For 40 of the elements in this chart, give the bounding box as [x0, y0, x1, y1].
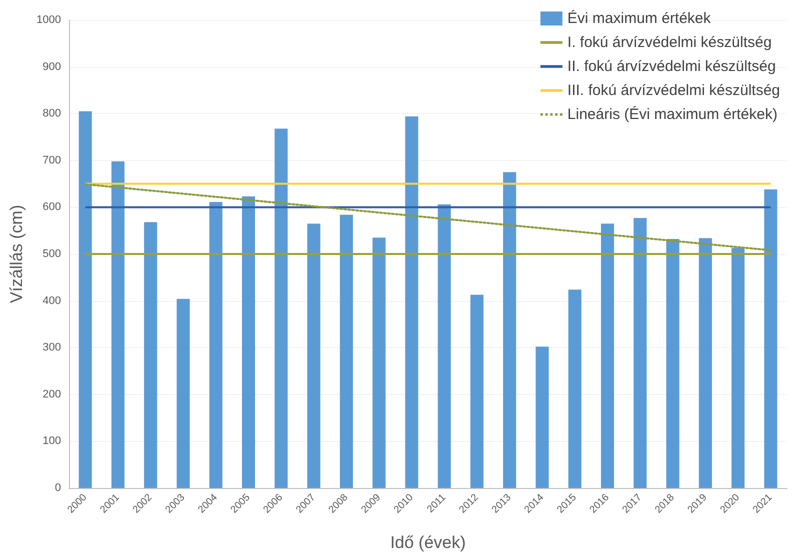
bar — [209, 202, 222, 488]
bar — [78, 111, 92, 488]
y-tick-label: 100 — [42, 435, 61, 448]
y-tick-label: 400 — [42, 294, 61, 307]
bar — [764, 189, 778, 488]
bar — [634, 218, 647, 488]
legend-label: Lineáris (Évi maximum értékek) — [567, 105, 778, 123]
bar — [274, 128, 288, 488]
bar — [470, 294, 484, 488]
bar — [698, 238, 712, 488]
bar — [503, 172, 516, 488]
legend-label: Évi maximum értékek — [567, 9, 712, 27]
bar — [405, 116, 418, 488]
bar — [176, 298, 190, 488]
bar — [340, 214, 353, 488]
bar — [536, 346, 549, 488]
y-tick-label: 800 — [42, 108, 61, 120]
bar — [307, 224, 320, 488]
y-tick-label: 200 — [42, 388, 61, 400]
bar — [732, 248, 745, 488]
y-tick-label: 300 — [42, 342, 61, 354]
y-tick-label: 0 — [54, 482, 61, 494]
legend-label: II. fokú árvízvédelmi készültség — [567, 58, 776, 75]
y-tick-label: 500 — [42, 248, 61, 260]
legend-label: I. fokú árvízvédelmi készültség — [567, 34, 772, 51]
x-axis-title: Idő (évek) — [390, 533, 466, 552]
bar — [438, 204, 451, 488]
bar — [600, 224, 614, 488]
y-tick-label: 1000 — [36, 14, 61, 26]
y-axis-title: Vízállás (cm) — [7, 204, 26, 304]
legend-label: III. fokú árvízvédelmi készültség — [567, 82, 780, 99]
bar — [111, 161, 124, 488]
bar — [144, 222, 158, 488]
y-tick-label: 900 — [42, 60, 61, 73]
bar — [242, 196, 256, 488]
bar — [568, 290, 582, 488]
bar — [666, 239, 680, 488]
y-tick-label: 600 — [42, 201, 61, 214]
bar — [372, 238, 386, 488]
y-tick-label: 700 — [42, 154, 61, 166]
